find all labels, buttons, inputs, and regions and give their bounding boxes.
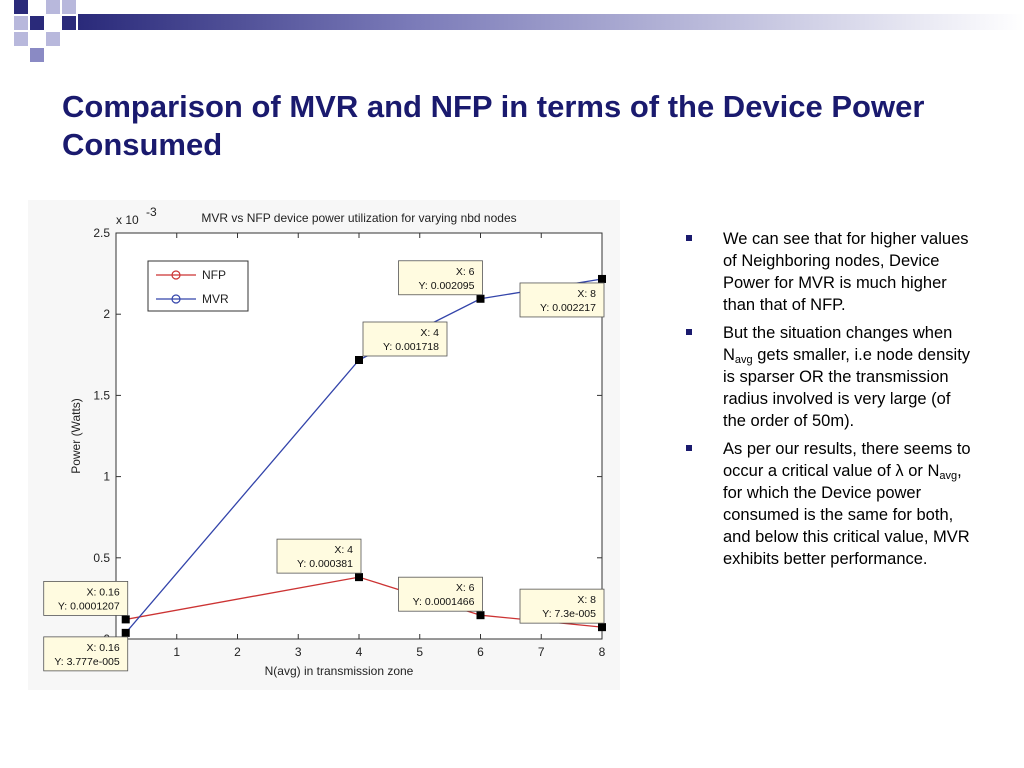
deco-square	[30, 48, 44, 62]
x-tick-label: 7	[538, 645, 545, 659]
chart-title: MVR vs NFP device power utilization for …	[201, 211, 516, 225]
data-point	[121, 615, 130, 624]
datatip-y: Y: 7.3e-005	[542, 608, 596, 620]
datatip-box	[398, 576, 483, 612]
datatip-box	[362, 321, 448, 357]
y-tick-label: 2.5	[93, 226, 110, 240]
datatip-box	[276, 538, 362, 574]
deco-square	[14, 16, 28, 30]
y-tick-label: 2	[103, 307, 110, 321]
datatip-x: X: 6	[456, 266, 475, 278]
bullet-subscript: avg	[939, 470, 958, 482]
datatip-x: X: 4	[334, 544, 353, 556]
x-tick-label: 2	[234, 645, 241, 659]
datatip-x: X: 8	[577, 288, 596, 300]
x-tick-label: 8	[599, 645, 606, 659]
data-point	[355, 573, 363, 582]
y-exponent-label: x 10	[116, 213, 139, 227]
y-tick-label: 1.5	[93, 388, 110, 402]
legend-box	[147, 260, 249, 312]
data-point	[598, 274, 606, 283]
x-tick-label: 1	[173, 645, 180, 659]
square-bullet-icon	[686, 235, 692, 241]
datatip-y: Y: 3.777e-005	[54, 656, 120, 668]
bullet-item: We can see that for higher values of Nei…	[686, 228, 976, 316]
y-tick-label: 0.5	[93, 551, 110, 565]
bullet-text: gets smaller, i.e node density is sparse…	[723, 346, 971, 430]
data-point	[476, 294, 485, 303]
legend-marker	[171, 270, 181, 280]
datatip-x: X: 8	[577, 594, 596, 606]
square-bullet-icon	[686, 329, 692, 335]
datatip-y: Y: 0.001718	[383, 341, 439, 353]
square-bullet-icon	[686, 445, 692, 451]
chart-figure: MVR vs NFP device power utilization for …	[28, 200, 620, 690]
datatip-box	[519, 588, 605, 624]
header-gradient-bar	[78, 14, 1024, 30]
deco-square	[46, 0, 60, 14]
x-tick-label: 5	[416, 645, 423, 659]
bullet-item: But the situation changes when Navg gets…	[686, 322, 976, 432]
x-axis-label: N(avg) in transmission zone	[265, 664, 414, 678]
chart-svg: MVR vs NFP device power utilization for …	[43, 205, 606, 678]
datatip-x: X: 4	[420, 327, 439, 339]
datatip-y: Y: 0.0001207	[58, 600, 120, 612]
datatip-y: Y: 0.002217	[540, 302, 596, 314]
data-point	[355, 355, 363, 364]
datatip-x: X: 0.16	[86, 642, 119, 654]
datatip-y: Y: 0.0001466	[413, 596, 475, 608]
y-tick-label: 1	[103, 470, 110, 484]
datatip-box	[398, 260, 483, 296]
datatip-x: X: 6	[456, 582, 475, 594]
bullet-text: But the situation changes when N	[723, 324, 953, 364]
data-point	[121, 628, 130, 637]
y-exponent-power: -3	[146, 205, 157, 219]
x-tick-label: 3	[295, 645, 302, 659]
data-point	[598, 623, 606, 632]
datatip-y: Y: 0.000381	[297, 558, 353, 570]
datatip-box	[43, 580, 129, 616]
datatip-box	[43, 636, 129, 672]
y-axis-label: Power (Watts)	[69, 398, 83, 474]
slide-title: Comparison of MVR and NFP in terms of th…	[62, 89, 925, 162]
bullet-subscript: avg	[734, 354, 753, 366]
legend-marker	[171, 294, 181, 304]
bullet-item: As per our results, there seems to occur…	[686, 438, 976, 570]
datatip-y: Y: 0.002095	[418, 280, 474, 292]
deco-square	[62, 16, 76, 30]
x-tick-label: 4	[356, 645, 363, 659]
bullet-text: , for which the Device power consumed is…	[723, 462, 970, 568]
legend-label: MVR	[202, 292, 229, 306]
header-decoration	[14, 0, 1024, 62]
data-point	[476, 611, 485, 620]
legend-label: NFP	[202, 268, 226, 282]
deco-square	[30, 16, 44, 30]
deco-square	[46, 32, 60, 46]
x-tick-label: 6	[477, 645, 484, 659]
deco-square	[14, 32, 28, 46]
datatip-box	[519, 282, 605, 318]
bullet-text: We can see that for higher values of Nei…	[723, 230, 969, 314]
deco-square	[14, 0, 28, 14]
datatip-x: X: 0.16	[86, 586, 119, 598]
bullet-text: As per our results, there seems to occur…	[723, 440, 971, 480]
deco-square	[62, 0, 76, 14]
bullet-list: We can see that for higher values of Nei…	[686, 228, 976, 576]
